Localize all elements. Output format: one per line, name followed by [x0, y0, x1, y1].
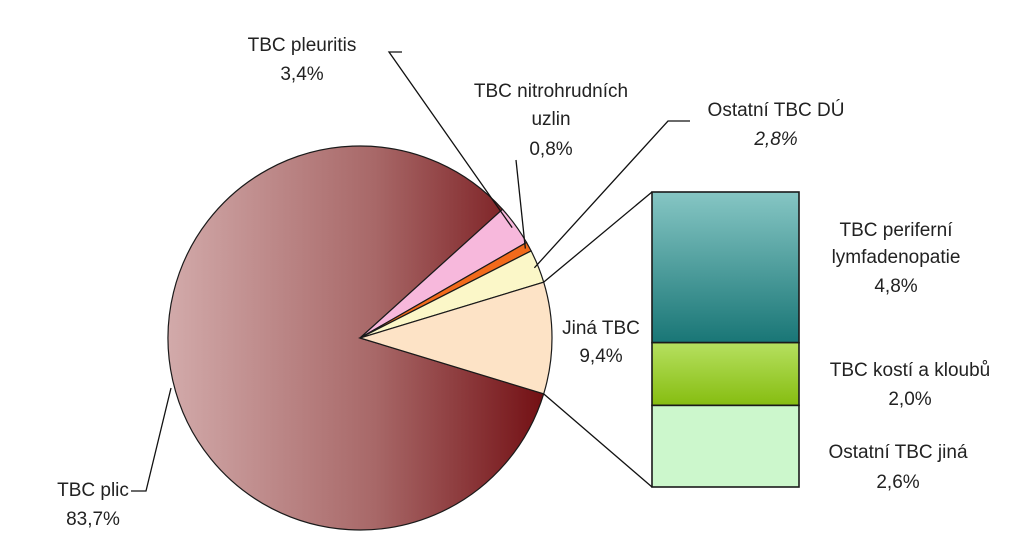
slice-label-uzlin-name-line1: TBC nitrohrudních — [474, 81, 628, 102]
segment-label-kost-name: TBC kostí a kloubů — [830, 360, 991, 381]
slice-label-uzlin-value: 0,8% — [529, 139, 572, 160]
segment-label-lymf-value: 4,8% — [874, 276, 917, 297]
leader-line-ostatni-du — [533, 120, 690, 269]
segment-tbc-periferni-lymfadenopatie — [651, 191, 800, 344]
segment-label-ostatni-jina-value: 2,6% — [876, 472, 919, 493]
slice-label-plic-name: TBC plic — [57, 480, 129, 501]
segment-label-kost-value: 2,0% — [888, 389, 931, 410]
slice-label-ostatni-du-name: Ostatní TBC DÚ — [708, 99, 845, 121]
slice-label-jina-name: Jiná TBC — [562, 318, 640, 339]
connector-line-top — [543, 191, 653, 283]
slice-label-jina-value: 9,4% — [579, 346, 622, 367]
segment-label-ostatni-jina-name: Ostatní TBC jiná — [828, 442, 967, 463]
slice-label-plic-value: 83,7% — [66, 509, 120, 530]
slice-label-uzlin-name-line2: uzlin — [531, 109, 570, 130]
segment-ostatni-tbc-jina — [651, 404, 800, 488]
slice-label-pleuritis-value: 3,4% — [280, 64, 323, 85]
slice-tbc-plic — [167, 145, 545, 531]
leader-line-uzlin — [515, 159, 527, 249]
leader-line-plic — [131, 387, 172, 492]
connector-line-bottom — [543, 393, 653, 488]
slice-label-pleuritis-name: TBC pleuritis — [248, 35, 357, 56]
slice-jina-tbc — [357, 281, 553, 395]
segment-label-lymf-name-line1: TBC periferní — [840, 220, 954, 241]
segment-tbc-kosti-a-kloubu — [651, 341, 800, 407]
leader-line-pleuritis — [387, 51, 513, 228]
segment-label-lymf-name-line2: lymfadenopatie — [832, 247, 961, 268]
slice-label-ostatni-du-value: 2,8% — [753, 129, 797, 150]
